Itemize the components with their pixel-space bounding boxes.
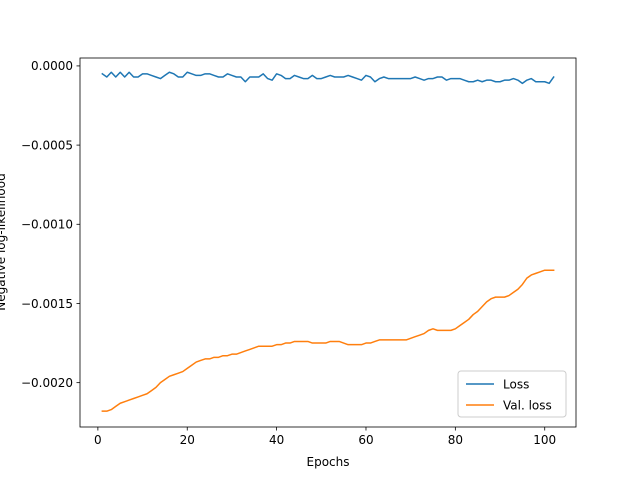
y-tick-label: −0.0020: [21, 376, 73, 390]
legend: Loss Val. loss: [457, 370, 567, 418]
x-tick-label: 0: [94, 433, 102, 447]
x-tick-label: 40: [269, 433, 284, 447]
y-tick-label: −0.0005: [21, 138, 73, 152]
x-tick-label: 100: [533, 433, 556, 447]
series-layer: [101, 71, 555, 412]
axes-layer: 0 20 40 60 80 100 0.0000 −0.0005 −0.0010 −0.0015 −…: [21, 57, 577, 447]
legend-label-2: Val. loss: [503, 398, 552, 412]
plot-area: [80, 58, 576, 427]
x-tick-label: 20: [180, 433, 195, 447]
series-line-2: [101, 269, 555, 412]
axes-frame: [79, 57, 577, 428]
x-axis-label: Epochs: [307, 455, 350, 469]
series-line-1: [101, 71, 555, 85]
x-tick-label: 80: [448, 433, 463, 447]
y-tick-label: −0.0015: [21, 297, 73, 311]
y-axis-label: Negative log-likelihood: [0, 173, 8, 310]
x-tick-label: 60: [358, 433, 373, 447]
y-tick-label: −0.0010: [21, 218, 73, 232]
y-tick-label: 0.0000: [31, 59, 73, 73]
legend-label-1: Loss: [503, 377, 529, 391]
